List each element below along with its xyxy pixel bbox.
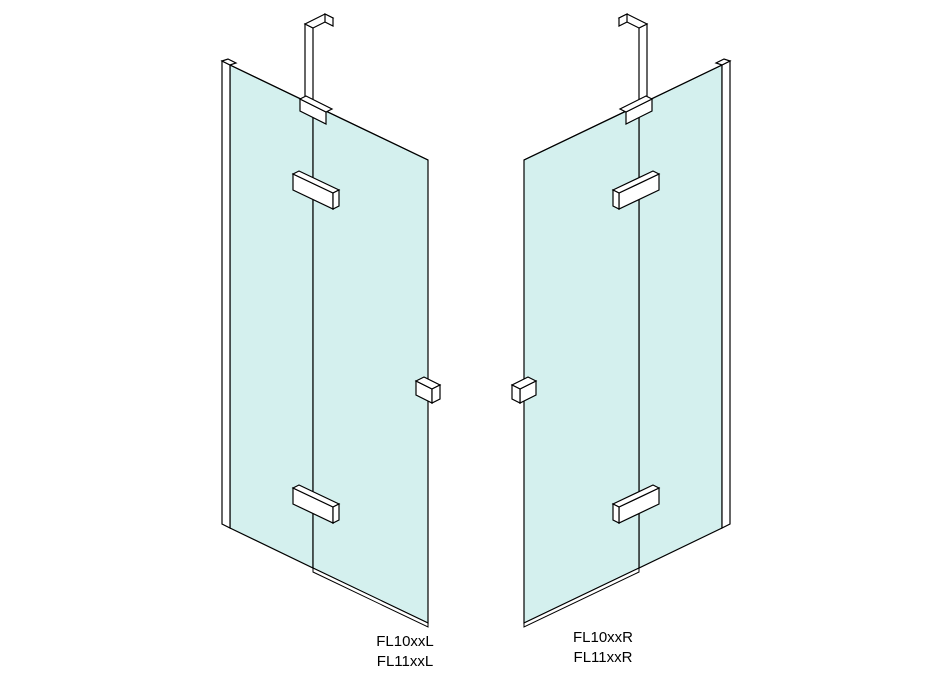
right-unit: [512, 14, 730, 627]
right-ceiling-bracket: [619, 14, 652, 124]
right-door-glass: [524, 105, 639, 623]
left-door-glass: [313, 105, 428, 623]
left-label-block: FL10xxL FL11xxL: [360, 632, 450, 673]
left-wall-profile: [222, 61, 230, 528]
right-label-block: FL10xxR FL11xxR: [558, 628, 648, 669]
right-label-1: FL10xxR: [558, 628, 648, 648]
left-ceiling-bracket: [300, 14, 333, 124]
left-unit: [222, 14, 440, 627]
diagram-canvas: [0, 0, 928, 686]
right-wall-profile: [722, 61, 730, 528]
left-label-1: FL10xxL: [360, 632, 450, 652]
right-label-2: FL11xxR: [558, 648, 648, 668]
left-label-2: FL11xxL: [360, 652, 450, 672]
